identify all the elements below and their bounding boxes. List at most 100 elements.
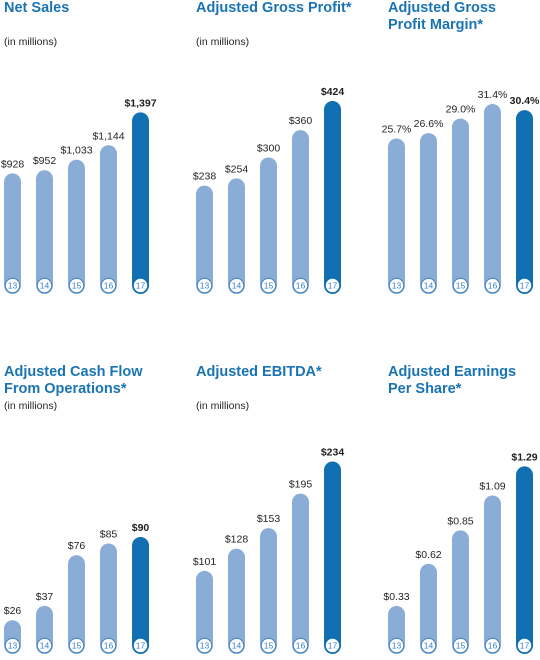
- data-label-13: $238: [193, 171, 217, 183]
- chart-title: Adjusted Earnings Per Share*: [388, 364, 517, 397]
- year-badge-15: [68, 637, 85, 654]
- year-label-15: 15: [264, 281, 274, 291]
- adjusted-cash-flow-plot: $26 13 $37 14 $76 15 $85 16 $90 17: [4, 522, 150, 654]
- chart-title: Net Sales: [4, 0, 70, 16]
- bar-13: [196, 570, 213, 654]
- chart-title: Adjusted EBITDA*: [196, 364, 322, 380]
- year-badge-14: [420, 277, 437, 294]
- year-badge-16: [484, 637, 501, 654]
- bar-17: [132, 112, 149, 294]
- year-label-16: 16: [296, 281, 306, 291]
- adjusted-ebitda-plot: $101 13 $128 14 $153 15 $195 16 $234 17: [193, 447, 345, 654]
- net-sales-chart: Net Sales (in millions) $928 13 $952 14 $1,0…: [1, 0, 164, 300]
- data-label-17: $1,397: [124, 97, 156, 109]
- year-badge-15: [68, 277, 85, 294]
- chart-subtitle: (in millions): [196, 400, 250, 412]
- bar-15: [452, 530, 469, 654]
- adjusted-ebitda-chart: Adjusted EBITDA* (in millions) $101 13 $12…: [193, 364, 356, 660]
- year-label-13: 13: [8, 641, 18, 651]
- year-label-14: 14: [232, 641, 242, 651]
- year-label-16: 16: [296, 641, 306, 651]
- adjusted-eps-plot: $0.33 13 $0.62 14 $0.85 15 $1.09 16 $1.29 17: [383, 451, 538, 654]
- adjusted-gross-profit-plot: $238 13 $254 14 $300 15 $360 16 $424 17: [193, 86, 344, 294]
- year-badge-14: [36, 637, 53, 654]
- bar-15: [260, 157, 277, 294]
- data-label-14: $128: [225, 534, 249, 546]
- year-label-14: 14: [40, 281, 50, 291]
- chart-subtitle: (in millions): [196, 36, 250, 48]
- bar-17: [132, 537, 149, 654]
- chart-title: Adjusted Gross Profit*: [196, 0, 352, 16]
- data-label-15: $76: [68, 540, 86, 552]
- year-badge-17: [324, 277, 341, 294]
- data-label-17: $234: [321, 447, 345, 459]
- year-label-13: 13: [392, 281, 402, 291]
- data-label-14: 26.6%: [414, 118, 444, 130]
- data-label-17: $90: [132, 522, 150, 534]
- year-badge-15: [452, 277, 469, 294]
- year-badge-14: [420, 637, 437, 654]
- adjusted-gross-profit-margin-plot: 25.7% 13 26.6% 14 29.0% 15 31.4% 16 30.4% 17: [382, 89, 540, 294]
- data-label-13: $0.33: [383, 591, 409, 603]
- year-label-14: 14: [424, 641, 434, 651]
- chart-subtitle: (in millions): [4, 36, 58, 48]
- adjusted-gross-profit-chart: Adjusted Gross Profit* (in millions) $23…: [193, 0, 356, 300]
- year-badge-15: [452, 637, 469, 654]
- adjusted-gross-profit-margin-chart: Adjusted Gross Profit Margin* 25.7% 13 26.…: [382, 0, 540, 300]
- year-label-16: 16: [104, 281, 114, 291]
- data-label-16: $195: [289, 479, 313, 491]
- year-badge-16: [292, 637, 309, 654]
- bar-14: [228, 548, 245, 654]
- year-badge-17: [324, 637, 341, 654]
- year-label-17: 17: [328, 281, 338, 291]
- data-label-15: $0.85: [447, 515, 473, 527]
- year-label-15: 15: [456, 281, 466, 291]
- year-badge-14: [228, 637, 245, 654]
- year-label-13: 13: [200, 281, 210, 291]
- data-label-17: 30.4%: [510, 95, 540, 107]
- data-label-16: $1,144: [92, 130, 124, 142]
- data-label-16: $85: [100, 529, 118, 541]
- year-label-16: 16: [104, 641, 114, 651]
- year-label-15: 15: [72, 641, 82, 651]
- data-label-16: $1.09: [479, 480, 505, 492]
- year-label-14: 14: [40, 641, 50, 651]
- bar-15: [260, 528, 277, 654]
- bar-13: [4, 173, 21, 294]
- year-badge-14: [36, 277, 53, 294]
- year-label-14: 14: [424, 281, 434, 291]
- data-label-14: $952: [33, 155, 57, 167]
- data-label-15: $1,033: [60, 145, 92, 157]
- year-label-14: 14: [232, 281, 242, 291]
- year-label-16: 16: [488, 641, 498, 651]
- data-label-14: $0.62: [415, 549, 441, 561]
- data-label-13: $26: [4, 605, 22, 617]
- bar-14: [36, 170, 53, 294]
- bar-14: [420, 563, 437, 654]
- year-label-13: 13: [8, 281, 18, 291]
- bar-16: [484, 495, 501, 654]
- bar-16: [292, 130, 309, 294]
- year-label-13: 13: [200, 641, 210, 651]
- year-badge-13: [4, 637, 21, 654]
- adjusted-eps-chart: Adjusted Earnings Per Share* $0.33 13 $0.6…: [383, 364, 540, 660]
- year-label-17: 17: [136, 641, 146, 651]
- data-label-15: $300: [257, 142, 281, 154]
- data-label-13: $101: [193, 556, 217, 568]
- chart-title: Adjusted Gross Profit Margin*: [388, 0, 496, 33]
- year-badge-13: [196, 277, 213, 294]
- bar-17: [516, 466, 533, 654]
- year-badge-15: [260, 277, 277, 294]
- bar-15: [68, 555, 85, 654]
- year-badge-16: [484, 277, 501, 294]
- year-label-13: 13: [392, 641, 402, 651]
- data-label-15: $153: [257, 513, 281, 525]
- data-label-16: 31.4%: [478, 89, 508, 101]
- year-label-16: 16: [488, 281, 498, 291]
- net-sales-plot: $928 13 $952 14 $1,033 15 $1,144 16 $1,397 17: [1, 97, 157, 294]
- data-label-16: $360: [289, 115, 313, 127]
- data-label-17: $1.29: [511, 451, 537, 463]
- year-label-15: 15: [456, 641, 466, 651]
- bar-16: [292, 493, 309, 654]
- year-badge-17: [516, 277, 533, 294]
